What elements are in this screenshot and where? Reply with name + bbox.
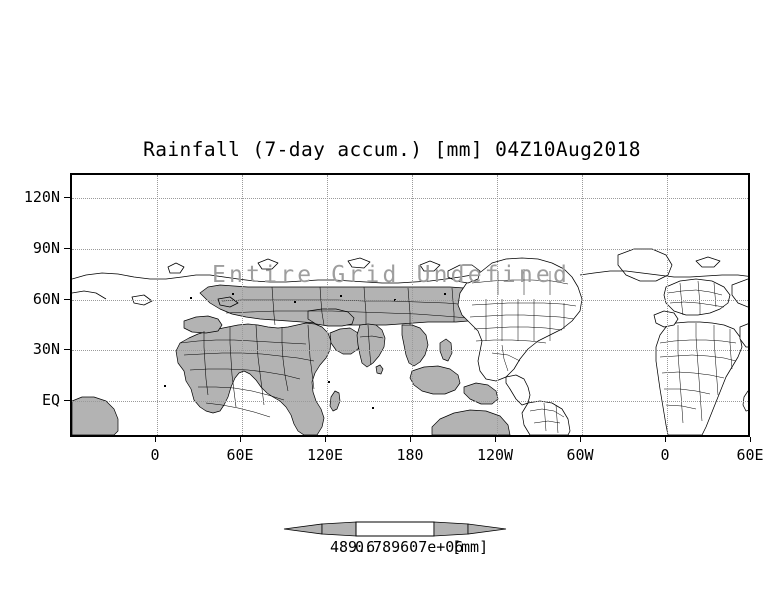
colorbar[interactable] — [282, 514, 508, 544]
xtick-mark — [750, 437, 751, 442]
gridline-vertical — [157, 175, 158, 435]
ytick-mark — [64, 248, 70, 249]
gridline-vertical — [497, 175, 498, 435]
ytick-mark — [64, 349, 70, 350]
xtick-mark — [240, 437, 241, 442]
ytick-mark — [64, 400, 70, 401]
gridline-horizontal — [72, 401, 748, 402]
gridline-horizontal — [72, 249, 748, 250]
xtick-mark — [325, 437, 326, 442]
xtick-label-120e: 120E — [306, 446, 344, 464]
xtick-mark — [580, 437, 581, 442]
gridline-vertical — [582, 175, 583, 435]
xtick-label-0: 0 — [150, 446, 160, 464]
gridline-horizontal — [72, 198, 748, 199]
colorbar-units: [mm] — [452, 538, 489, 556]
gridline-vertical — [327, 175, 328, 435]
world-map-graphic — [72, 248, 748, 435]
xtick-label-60w: 60W — [566, 446, 594, 464]
xtick-mark — [495, 437, 496, 442]
gridline-horizontal — [72, 300, 748, 301]
ytick-mark — [64, 197, 70, 198]
gridline-horizontal — [72, 350, 748, 351]
colorbar-labels: 489.6 0.789607e+06 [mm] — [0, 538, 784, 558]
page-title: Rainfall (7-day accum.) [mm] 04Z10Aug201… — [143, 138, 641, 161]
gridline-vertical — [242, 175, 243, 435]
ytick-label-120n: 120N — [23, 188, 60, 206]
ytick-label-eq: EQ — [41, 391, 60, 409]
map-plot-area[interactable] — [70, 173, 750, 437]
xtick-label-0-b: 0 — [660, 446, 670, 464]
xtick-label-60e-b: 60E — [736, 446, 764, 464]
xtick-mark — [155, 437, 156, 442]
xtick-mark — [665, 437, 666, 442]
ytick-label-60n: 60N — [32, 290, 60, 308]
xtick-label-60e: 60E — [226, 446, 254, 464]
xtick-mark — [410, 437, 411, 442]
ytick-label-30n: 30N — [32, 340, 60, 358]
xtick-label-120w: 120W — [476, 446, 514, 464]
gridline-vertical — [412, 175, 413, 435]
ytick-label-90n: 90N — [32, 239, 60, 257]
ytick-mark — [64, 299, 70, 300]
colorbar-max-value: 0.789607e+06 — [355, 538, 464, 556]
colorbar-graphic — [283, 521, 507, 537]
xtick-label-180: 180 — [396, 446, 424, 464]
colorbar-min-value: 489.6 — [330, 538, 376, 556]
gridline-vertical — [667, 175, 668, 435]
